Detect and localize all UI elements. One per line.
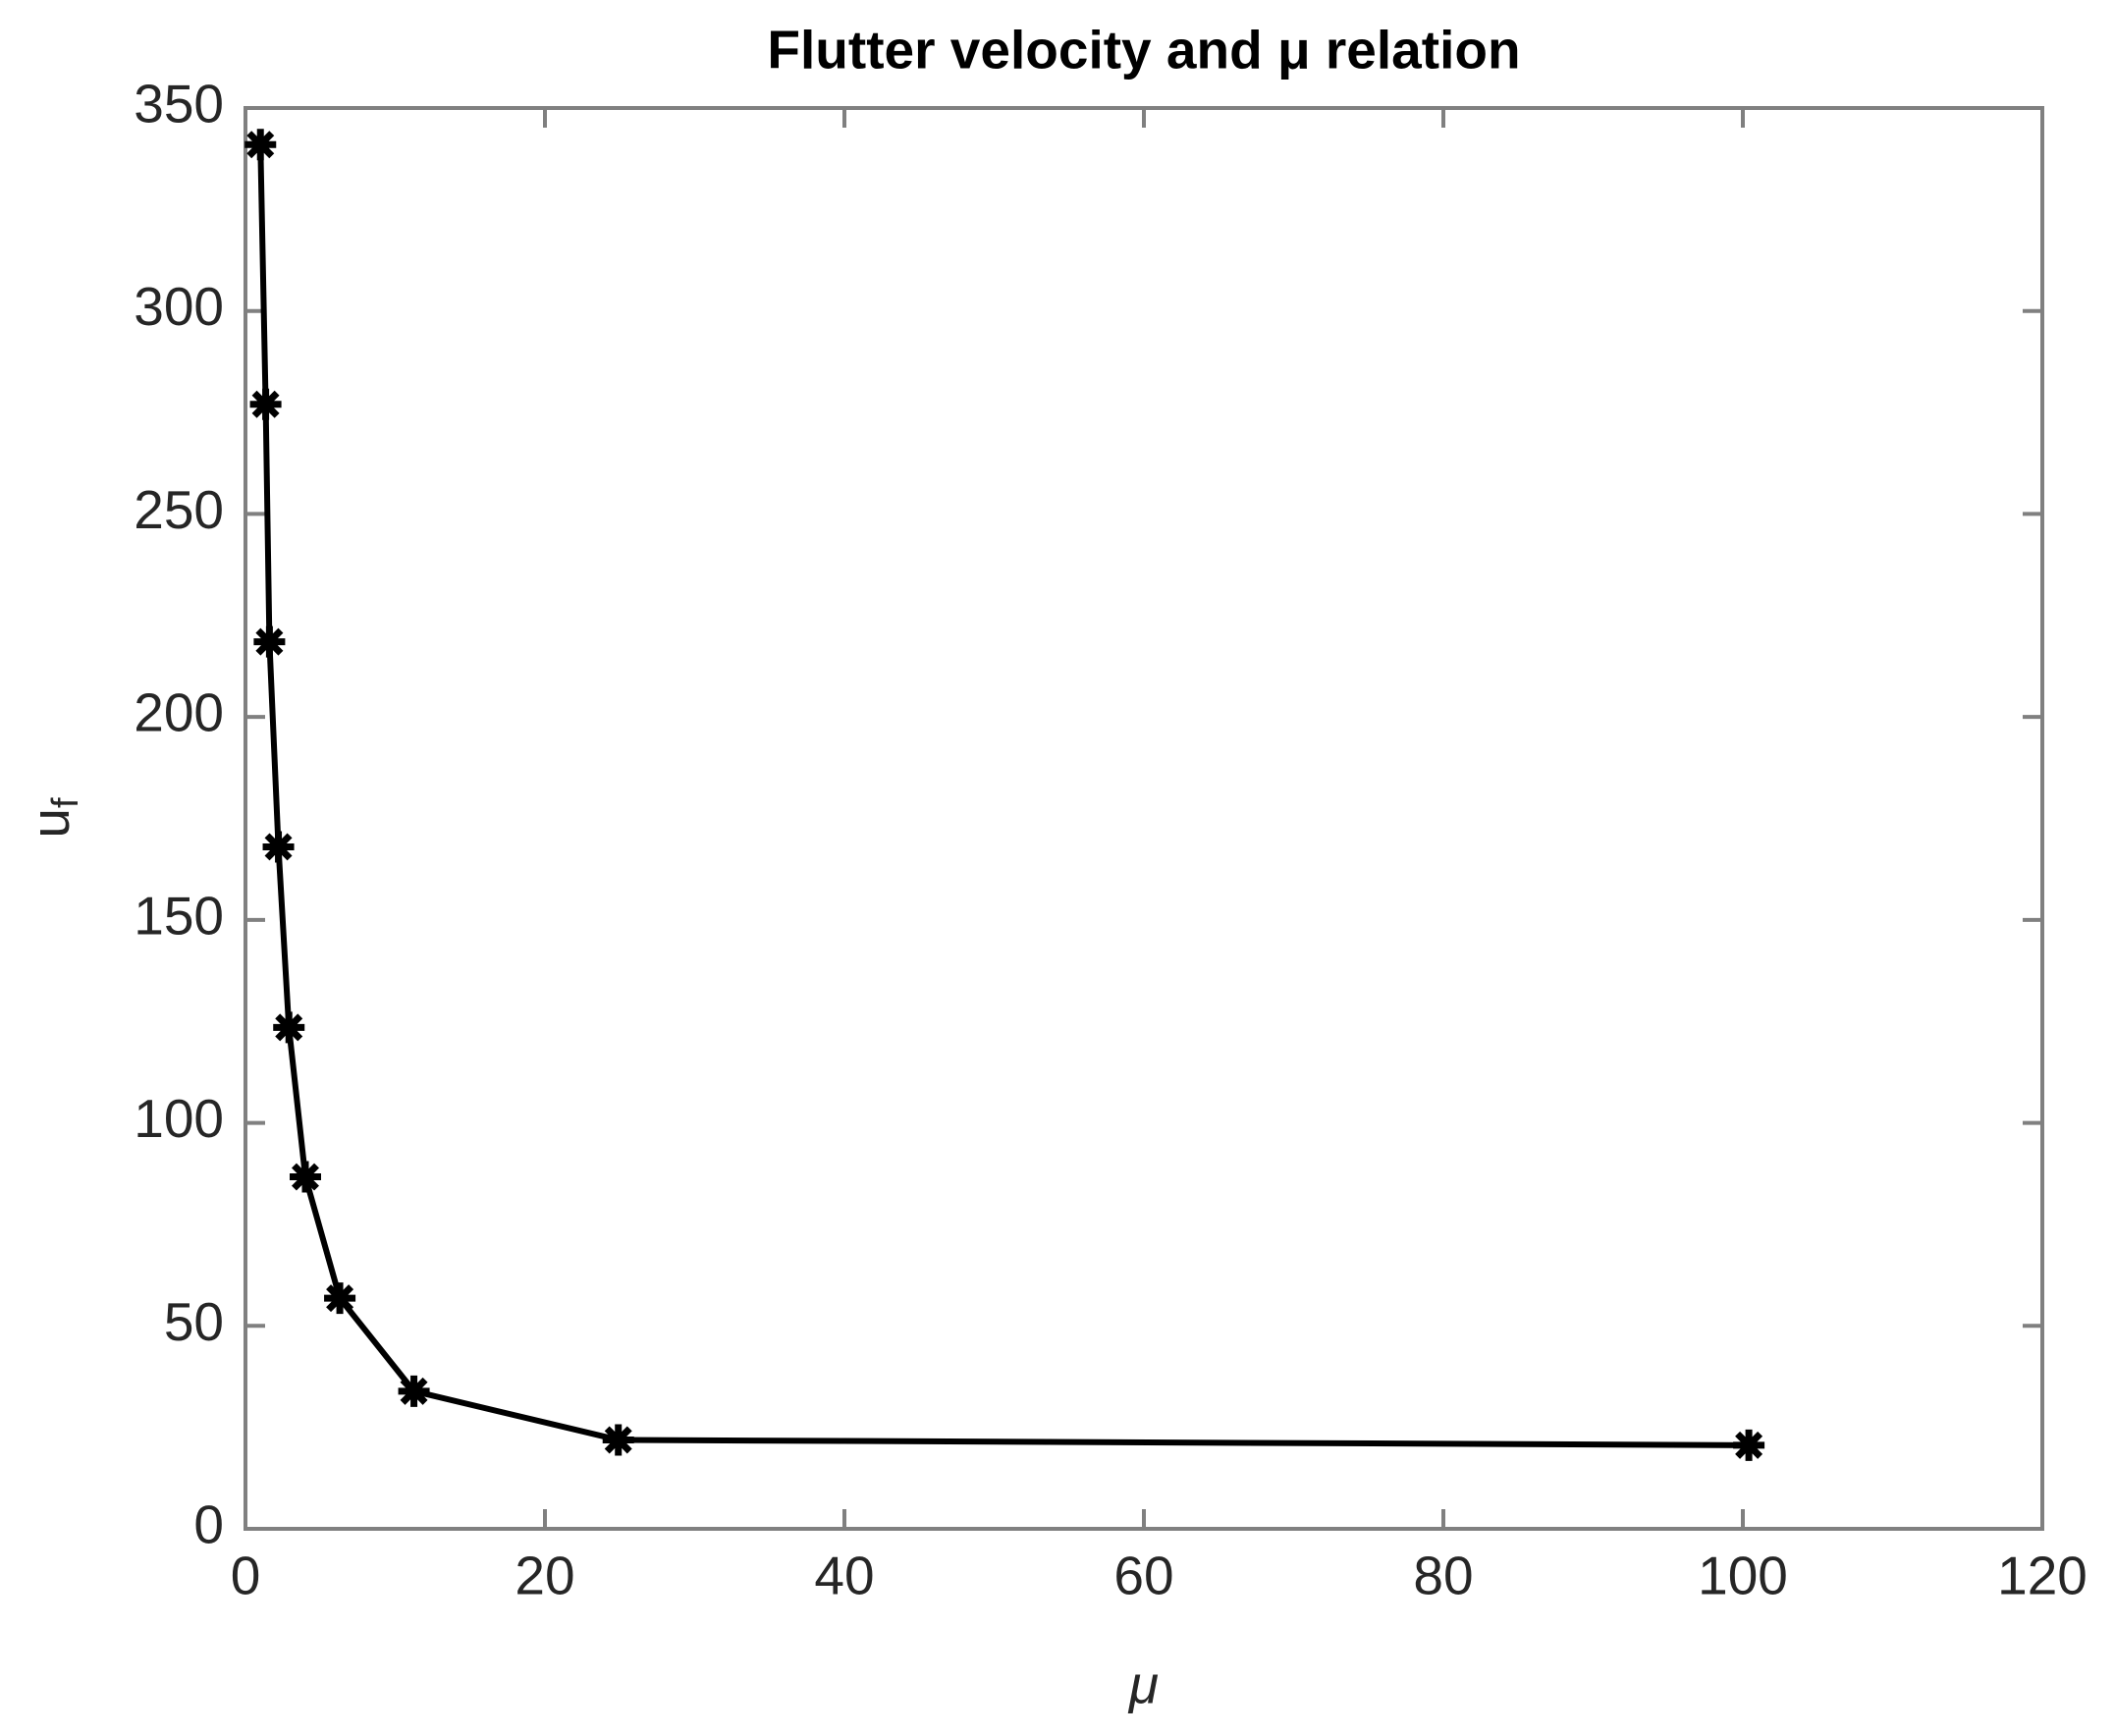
chart-title: Flutter velocity and μ relation [767, 20, 1520, 81]
y-tick-label: 200 [134, 682, 224, 743]
y-tick-label: 100 [134, 1088, 224, 1149]
x-tick-label: 80 [1413, 1546, 1473, 1606]
data-marker [1733, 1429, 1765, 1461]
data-marker [398, 1375, 430, 1407]
y-tick-label: 150 [134, 885, 224, 946]
y-tick-label: 0 [193, 1494, 224, 1555]
data-line [257, 144, 1750, 1448]
x-tick-label: 0 [231, 1546, 261, 1606]
x-tick-label: 100 [1698, 1546, 1788, 1606]
y-axis-label: uf [20, 797, 87, 839]
x-axis-label: μ [1127, 1655, 1159, 1715]
data-marker [602, 1424, 634, 1456]
y-axis-label-subscript: f [45, 797, 86, 808]
x-tick-label: 60 [1113, 1546, 1173, 1606]
plot-frame [244, 106, 2044, 1531]
y-tick-label: 350 [134, 74, 224, 135]
y-axis-label-base: u [20, 808, 81, 839]
y-tick-label: 50 [164, 1291, 224, 1352]
data-marker [249, 388, 282, 420]
data-marker [262, 831, 295, 863]
x-tick-label: 20 [515, 1546, 574, 1606]
x-tick-label: 120 [1997, 1546, 2087, 1606]
data-marker [253, 625, 286, 658]
y-tick-label: 250 [134, 479, 224, 540]
x-tick-label: 40 [814, 1546, 874, 1606]
data-marker [273, 1011, 305, 1044]
data-marker [290, 1161, 321, 1193]
data-marker [244, 129, 277, 161]
data-marker [324, 1282, 356, 1315]
y-tick-label: 300 [134, 276, 224, 337]
